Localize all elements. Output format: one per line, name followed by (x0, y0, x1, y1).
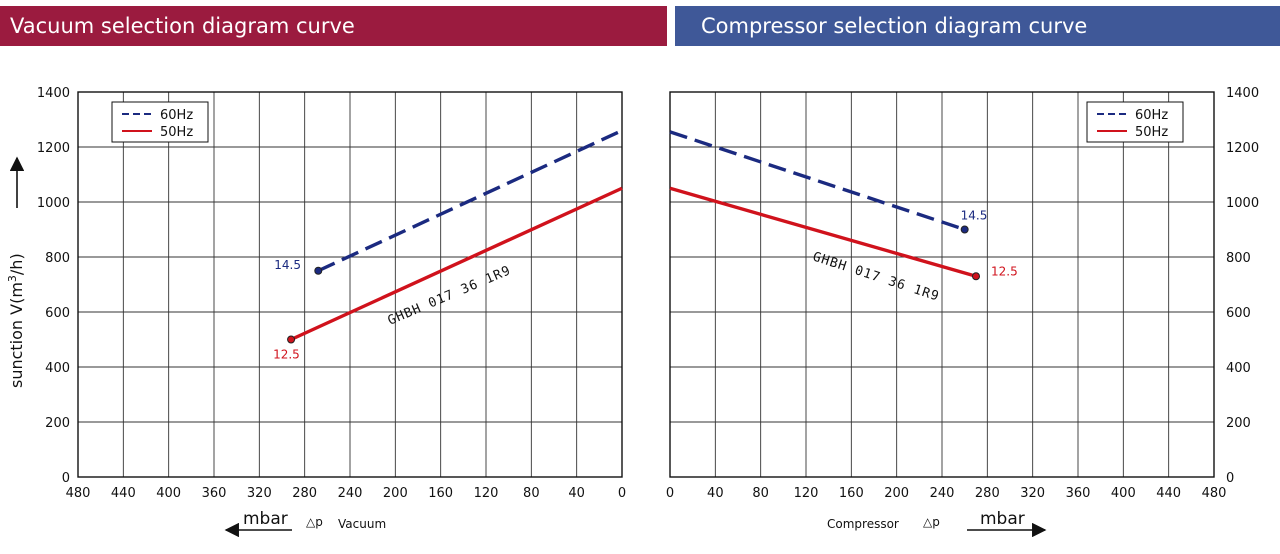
compressor-x-tick-label: 320 (1020, 486, 1045, 501)
compressor-legend: 60Hz 50Hz (1086, 101, 1184, 143)
compressor-chart: 0 40 80 120 160 200 240 280 320 360 400 440 48002004… (666, 86, 1259, 501)
vacuum-x-tick-label: 240 (338, 486, 363, 501)
vacuum-plot-frame (77, 91, 623, 478)
compressor-x-tick-label: 280 (975, 486, 1000, 501)
vacuum-x-tick-label: 480 (66, 486, 91, 501)
vacuum-x-tick-label: 80 (523, 486, 540, 501)
compressor-x-tick-label: 400 (1111, 486, 1136, 501)
compressor-legend-50hz-label: 50Hz (1135, 125, 1168, 140)
vacuum-legend-box (111, 101, 209, 143)
compressor-legend-box (1086, 101, 1184, 143)
compressor-plot-frame (669, 91, 1215, 478)
compressor-y-tick-label: 1200 (1226, 141, 1259, 156)
vacuum-series-50hz-point-label: 12.5 (273, 348, 300, 362)
compressor-y-tick-label: 400 (1226, 361, 1251, 376)
vacuum-x-tick-label: 400 (156, 486, 181, 501)
compressor-x-tick-label: 360 (1066, 486, 1091, 501)
compressor-series-50hz-line (669, 186, 977, 278)
y-axis-label: sunction V(m3/h) (6, 253, 26, 388)
compressor-series-50hz-point-label: 12.5 (991, 264, 1018, 278)
compressor-unit-label: mbar (980, 509, 1025, 529)
compressor-x-tick-label: 480 (1202, 486, 1227, 501)
compressor-x-tick-label: 160 (839, 486, 864, 501)
vacuum-x-tick-label: 0 (618, 486, 626, 501)
y-axis-label-sup: 3 (6, 275, 19, 282)
compressor-x-tick-label: 80 (752, 486, 769, 501)
vacuum-legend-50hz-label: 50Hz (160, 125, 193, 140)
vacuum-y-tick-label: 800 (45, 251, 70, 266)
vacuum-legend-60hz-label: 60Hz (160, 108, 193, 123)
vacuum-series-50hz-line (290, 186, 623, 342)
vacuum-y-tick-label: 200 (45, 416, 70, 431)
vacuum-y-tick-label: 0 (62, 471, 70, 486)
vacuum-series-60hz-line (317, 128, 623, 273)
compressor-model-label: GHBH 017 36 1R9 (811, 250, 942, 305)
vacuum-x-tick-label: 160 (428, 486, 453, 501)
vacuum-y-tick-label: 1200 (37, 141, 70, 156)
compressor-y-tick-label: 800 (1226, 251, 1251, 266)
vacuum-x-tick-label: 320 (247, 486, 272, 501)
vacuum-chart: 480 440 400 360 320 280 240 200 160 120 80 40 002004… (37, 86, 626, 501)
compressor-x-tick-label: 440 (1156, 486, 1181, 501)
vacuum-delta-symbol: △p (306, 515, 323, 529)
vacuum-model-label: GHBH 017 36 1R9 (386, 263, 514, 329)
vacuum-y-tick-label: 1400 (37, 86, 70, 101)
vacuum-chart-title: Vacuum selection diagram curve (0, 6, 667, 46)
compressor-series-60hz-point (960, 225, 969, 234)
vacuum-y-tick-label: 1000 (37, 196, 70, 211)
compressor-y-tick-label: 0 (1226, 471, 1234, 486)
vacuum-series-60hz-point (314, 266, 323, 275)
vacuum-x-tick-label: 280 (292, 486, 317, 501)
vacuum-series-60hz-point-label: 14.5 (274, 258, 301, 272)
compressor-chart-title: Compressor selection diagram curve (675, 6, 1280, 46)
compressor-word-label: Compressor (827, 517, 899, 531)
vacuum-x-tick-label: 440 (111, 486, 136, 501)
compressor-y-tick-label: 1400 (1226, 86, 1259, 101)
y-axis-label-end: /h) (7, 253, 26, 275)
vacuum-series-50hz-point (287, 335, 296, 344)
compressor-y-tick-label: 200 (1226, 416, 1251, 431)
compressor-series-60hz-line (669, 130, 966, 232)
compressor-x-tick-label: 40 (707, 486, 724, 501)
compressor-series-60hz-point-label: 14.5 (961, 209, 988, 223)
vacuum-word-label: Vacuum (338, 517, 386, 531)
y-axis-label-text: sunction V(m (7, 282, 26, 388)
vacuum-y-tick-label: 600 (45, 306, 70, 321)
vacuum-x-tick-label: 360 (202, 486, 227, 501)
compressor-series-50hz-point (972, 272, 980, 281)
vacuum-x-tick-label: 120 (474, 486, 499, 501)
compressor-x-tick-label: 120 (794, 486, 819, 501)
vacuum-y-tick-label: 400 (45, 361, 70, 376)
compressor-y-tick-label: 1000 (1226, 196, 1259, 211)
compressor-y-tick-label: 600 (1226, 306, 1251, 321)
vacuum-legend: 60Hz 50Hz (111, 101, 209, 143)
compressor-x-tick-label: 240 (930, 486, 955, 501)
vacuum-x-tick-label: 200 (383, 486, 408, 501)
compressor-x-tick-label: 0 (666, 486, 674, 501)
compressor-x-tick-label: 200 (884, 486, 909, 501)
vacuum-unit-label: mbar (243, 509, 288, 529)
vacuum-x-tick-label: 40 (568, 486, 585, 501)
compressor-legend-60hz-label: 60Hz (1135, 108, 1168, 123)
compressor-delta-symbol: △p (923, 515, 940, 529)
